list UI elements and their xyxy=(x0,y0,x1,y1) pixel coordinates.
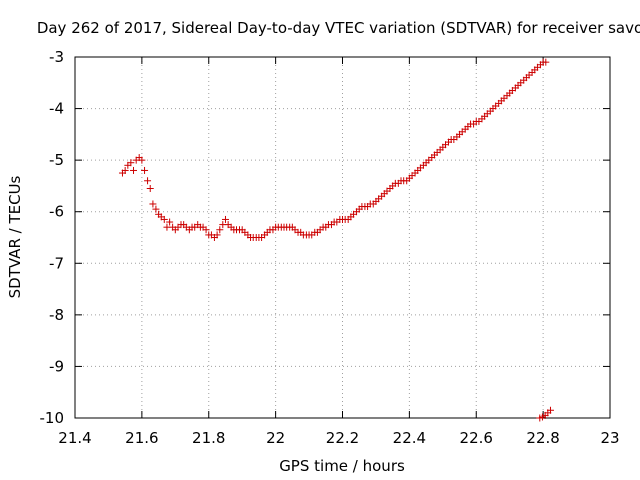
x-axis-label: GPS time / hours xyxy=(279,457,405,475)
axis-ticks xyxy=(74,56,611,419)
y-tick-label: -3 xyxy=(49,48,64,66)
data-point xyxy=(213,231,221,239)
y-tick-label: -7 xyxy=(49,254,64,272)
x-tick-label: 23 xyxy=(600,429,619,447)
data-point xyxy=(160,215,168,223)
data-point xyxy=(121,166,129,174)
data-point xyxy=(138,156,146,164)
x-tick-label: 22.6 xyxy=(460,429,493,447)
y-tick-label: -5 xyxy=(49,151,64,169)
data-point xyxy=(542,58,550,66)
y-tick-label: -10 xyxy=(40,409,65,427)
y-tick-label: -6 xyxy=(49,203,64,221)
x-tick-label: 21.6 xyxy=(125,429,158,447)
x-tick-label: 22 xyxy=(266,429,285,447)
chart-title: Day 262 of 2017, Sidereal Day-to-day VTE… xyxy=(37,19,640,37)
data-point xyxy=(152,205,160,213)
x-tick-label: 22.4 xyxy=(393,429,426,447)
x-tick-label: 21.8 xyxy=(192,429,225,447)
y-tick-label: -4 xyxy=(49,100,64,118)
data-point xyxy=(149,200,157,208)
data-point xyxy=(166,218,174,226)
data-point xyxy=(216,226,224,234)
data-point xyxy=(546,406,554,414)
x-tick-label: 21.4 xyxy=(58,429,91,447)
data-point xyxy=(130,166,138,174)
data-point xyxy=(144,177,152,185)
data-point xyxy=(127,159,135,167)
x-tick-label: 22.8 xyxy=(526,429,559,447)
grid-lines xyxy=(75,57,610,418)
data-series xyxy=(118,58,554,422)
y-axis-label: SDTVAR / TECUs xyxy=(6,175,24,298)
data-point xyxy=(141,166,149,174)
data-point xyxy=(146,185,154,193)
data-point xyxy=(221,215,229,223)
data-point xyxy=(202,226,210,234)
x-tick-label: 22.2 xyxy=(326,429,359,447)
y-tick-label: -8 xyxy=(49,306,64,324)
tick-labels: 21.4 21.6 21.8 22 22.2 22.4 22.6 22.8 23 -3 -4 -5 -6… xyxy=(40,48,620,447)
y-tick-label: -9 xyxy=(49,357,64,375)
